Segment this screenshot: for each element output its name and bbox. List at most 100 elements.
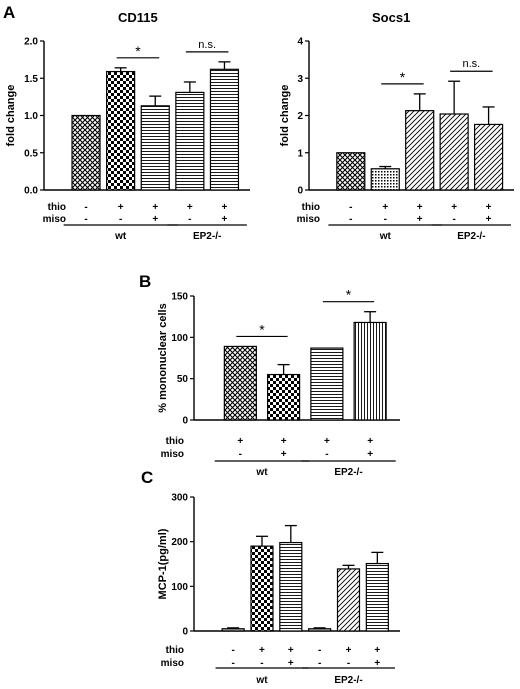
chart-1-y-tick-label: 0.5 bbox=[24, 148, 38, 159]
chart-4-condition-miso-6: + bbox=[374, 658, 380, 669]
chart-2-condition-miso-1: - bbox=[349, 214, 352, 225]
chart-4-y-tick-label: 100 bbox=[171, 582, 188, 593]
chart-2-y-tick-label: 4 bbox=[297, 37, 303, 48]
chart-4-bar-2 bbox=[250, 545, 274, 632]
chart-4-condition-thio-3: + bbox=[288, 645, 294, 656]
chart-1-condition-miso-1: - bbox=[84, 214, 87, 225]
chart-1-row-label-miso: miso bbox=[43, 214, 66, 225]
chart-1-condition-thio-2: + bbox=[118, 202, 124, 213]
chart-4-condition-miso-3: + bbox=[288, 658, 294, 669]
chart-4-y-tick-label: 300 bbox=[171, 493, 188, 504]
chart-2-condition-thio-2: + bbox=[382, 202, 388, 213]
chart-4-panel-letter: C bbox=[141, 468, 153, 487]
chart-2-y-tick-label: 3 bbox=[297, 74, 303, 85]
chart-3-sig-label-1: * bbox=[259, 321, 265, 337]
chart-1-row-label-thio: thio bbox=[48, 202, 66, 213]
chart-3-condition-thio-4: + bbox=[367, 436, 373, 447]
chart-3-bar-1 bbox=[223, 345, 257, 421]
chart-2-title: Socs1 bbox=[372, 10, 410, 25]
chart-4-condition-miso-5: - bbox=[347, 658, 350, 669]
chart-1-panel-letter: A bbox=[3, 3, 15, 22]
chart-3-condition-thio-2: + bbox=[281, 436, 287, 447]
chart-2-y-tick-label: 2 bbox=[297, 111, 303, 122]
chart-3-condition-miso-3: - bbox=[325, 449, 328, 460]
chart-3-y-label: % mononuclear cells bbox=[157, 303, 169, 412]
chart-2-bar-5 bbox=[473, 123, 504, 191]
chart-2-group-label-1: wt bbox=[379, 231, 392, 242]
chart-2-y-label: fold change bbox=[279, 85, 291, 147]
chart-4-condition-thio-1: - bbox=[231, 645, 234, 656]
chart-1-condition-thio-4: + bbox=[187, 202, 193, 213]
chart-2-bar-3 bbox=[405, 110, 435, 191]
chart-1-y-tick-label: 1.5 bbox=[24, 74, 38, 85]
chart-1-sig-label-2: n.s. bbox=[198, 39, 216, 51]
chart-4-condition-thio-2: + bbox=[259, 645, 265, 656]
chart-4-group-label-2: EP2-/- bbox=[334, 675, 362, 686]
chart-3-bar-3 bbox=[310, 347, 344, 421]
chart-3-condition-thio-1: + bbox=[237, 436, 243, 447]
chart-1-y-tick-label: 1.0 bbox=[24, 111, 38, 122]
chart-4-condition-thio-4: - bbox=[318, 645, 321, 656]
chart-2-bar-4 bbox=[439, 113, 469, 191]
chart-2-condition-miso-3: + bbox=[417, 214, 423, 225]
chart-1-bar-5 bbox=[209, 68, 240, 191]
chart-2-condition-miso-5: + bbox=[486, 214, 492, 225]
chart-2-condition-thio-5: + bbox=[486, 202, 492, 213]
chart-4-y-tick-label: 0 bbox=[182, 627, 188, 638]
chart-1-condition-miso-2: - bbox=[119, 214, 122, 225]
chart-4-bar-5 bbox=[336, 568, 361, 632]
chart-1-condition-miso-4: - bbox=[188, 214, 191, 225]
chart-2-condition-miso-2: - bbox=[384, 214, 387, 225]
chart-2-row-label-thio: thio bbox=[302, 202, 320, 213]
chart-1-bar-3 bbox=[140, 105, 170, 191]
chart-4-condition-miso-1: - bbox=[231, 658, 234, 669]
chart-3-row-label-miso: miso bbox=[161, 449, 184, 460]
chart-2-sig-label-1: * bbox=[400, 69, 406, 85]
chart-2-bar-1 bbox=[336, 152, 366, 191]
chart-4-condition-miso-4: - bbox=[318, 658, 321, 669]
chart-4-y-tick-label: 200 bbox=[171, 537, 188, 548]
chart-4-y-label: MCP-1(pg/ml) bbox=[157, 528, 169, 599]
chart-3-condition-thio-3: + bbox=[324, 436, 330, 447]
chart-3-sig-label-2: * bbox=[346, 287, 352, 303]
chart-1-y-tick-label: 0.0 bbox=[24, 186, 38, 197]
chart-3-group-label-2: EP2-/- bbox=[334, 467, 362, 478]
chart-2-y-tick-label: 1 bbox=[297, 148, 303, 159]
chart-1-condition-miso-3: + bbox=[152, 214, 158, 225]
chart-1-y-tick-label: 2.0 bbox=[24, 37, 38, 48]
chart-2-bar-2 bbox=[370, 168, 400, 191]
chart-3-bar-2 bbox=[267, 373, 301, 421]
chart-2-y-tick-label: 0 bbox=[297, 186, 303, 197]
chart-3-group-label-1: wt bbox=[255, 467, 268, 478]
chart-2-row-label-miso: miso bbox=[297, 214, 320, 225]
chart-4-bar-1 bbox=[221, 628, 245, 632]
chart-3-panel-letter: B bbox=[139, 272, 151, 291]
chart-3-y-tick-label: 0 bbox=[182, 416, 188, 427]
chart-1-group-label-2: EP2-/- bbox=[193, 231, 221, 242]
chart-1-condition-thio-5: + bbox=[222, 202, 228, 213]
chart-3-y-tick-label: 100 bbox=[171, 333, 188, 344]
chart-1-bar-4 bbox=[175, 91, 205, 191]
chart-2-group-label-2: EP2-/- bbox=[457, 231, 485, 242]
chart-1-bar-2 bbox=[106, 70, 136, 191]
chart-2-condition-thio-1: - bbox=[349, 202, 352, 213]
chart-1-condition-miso-5: + bbox=[222, 214, 228, 225]
chart-4-condition-thio-6: + bbox=[374, 645, 380, 656]
chart-4-bar-3 bbox=[279, 541, 303, 632]
chart-4-condition-miso-2: - bbox=[260, 658, 263, 669]
chart-4-condition-thio-5: + bbox=[346, 645, 352, 656]
chart-1-condition-thio-1: - bbox=[84, 202, 87, 213]
chart-4-row-label-miso: miso bbox=[161, 658, 184, 669]
chart-2-condition-thio-4: + bbox=[451, 202, 457, 213]
chart-3-row-label-thio: thio bbox=[166, 436, 184, 447]
chart-2-condition-thio-3: + bbox=[417, 202, 423, 213]
chart-3-condition-miso-4: + bbox=[367, 449, 373, 460]
chart-1-group-label-1: wt bbox=[114, 231, 127, 242]
chart-4-group-label-1: wt bbox=[255, 675, 268, 686]
chart-3-condition-miso-2: + bbox=[281, 449, 287, 460]
chart-4-bar-6 bbox=[365, 562, 389, 632]
chart-1-condition-thio-3: + bbox=[152, 202, 158, 213]
chart-3-bar-4 bbox=[353, 321, 387, 421]
chart-1-title: CD115 bbox=[118, 10, 158, 25]
chart-2-condition-miso-4: - bbox=[452, 214, 455, 225]
